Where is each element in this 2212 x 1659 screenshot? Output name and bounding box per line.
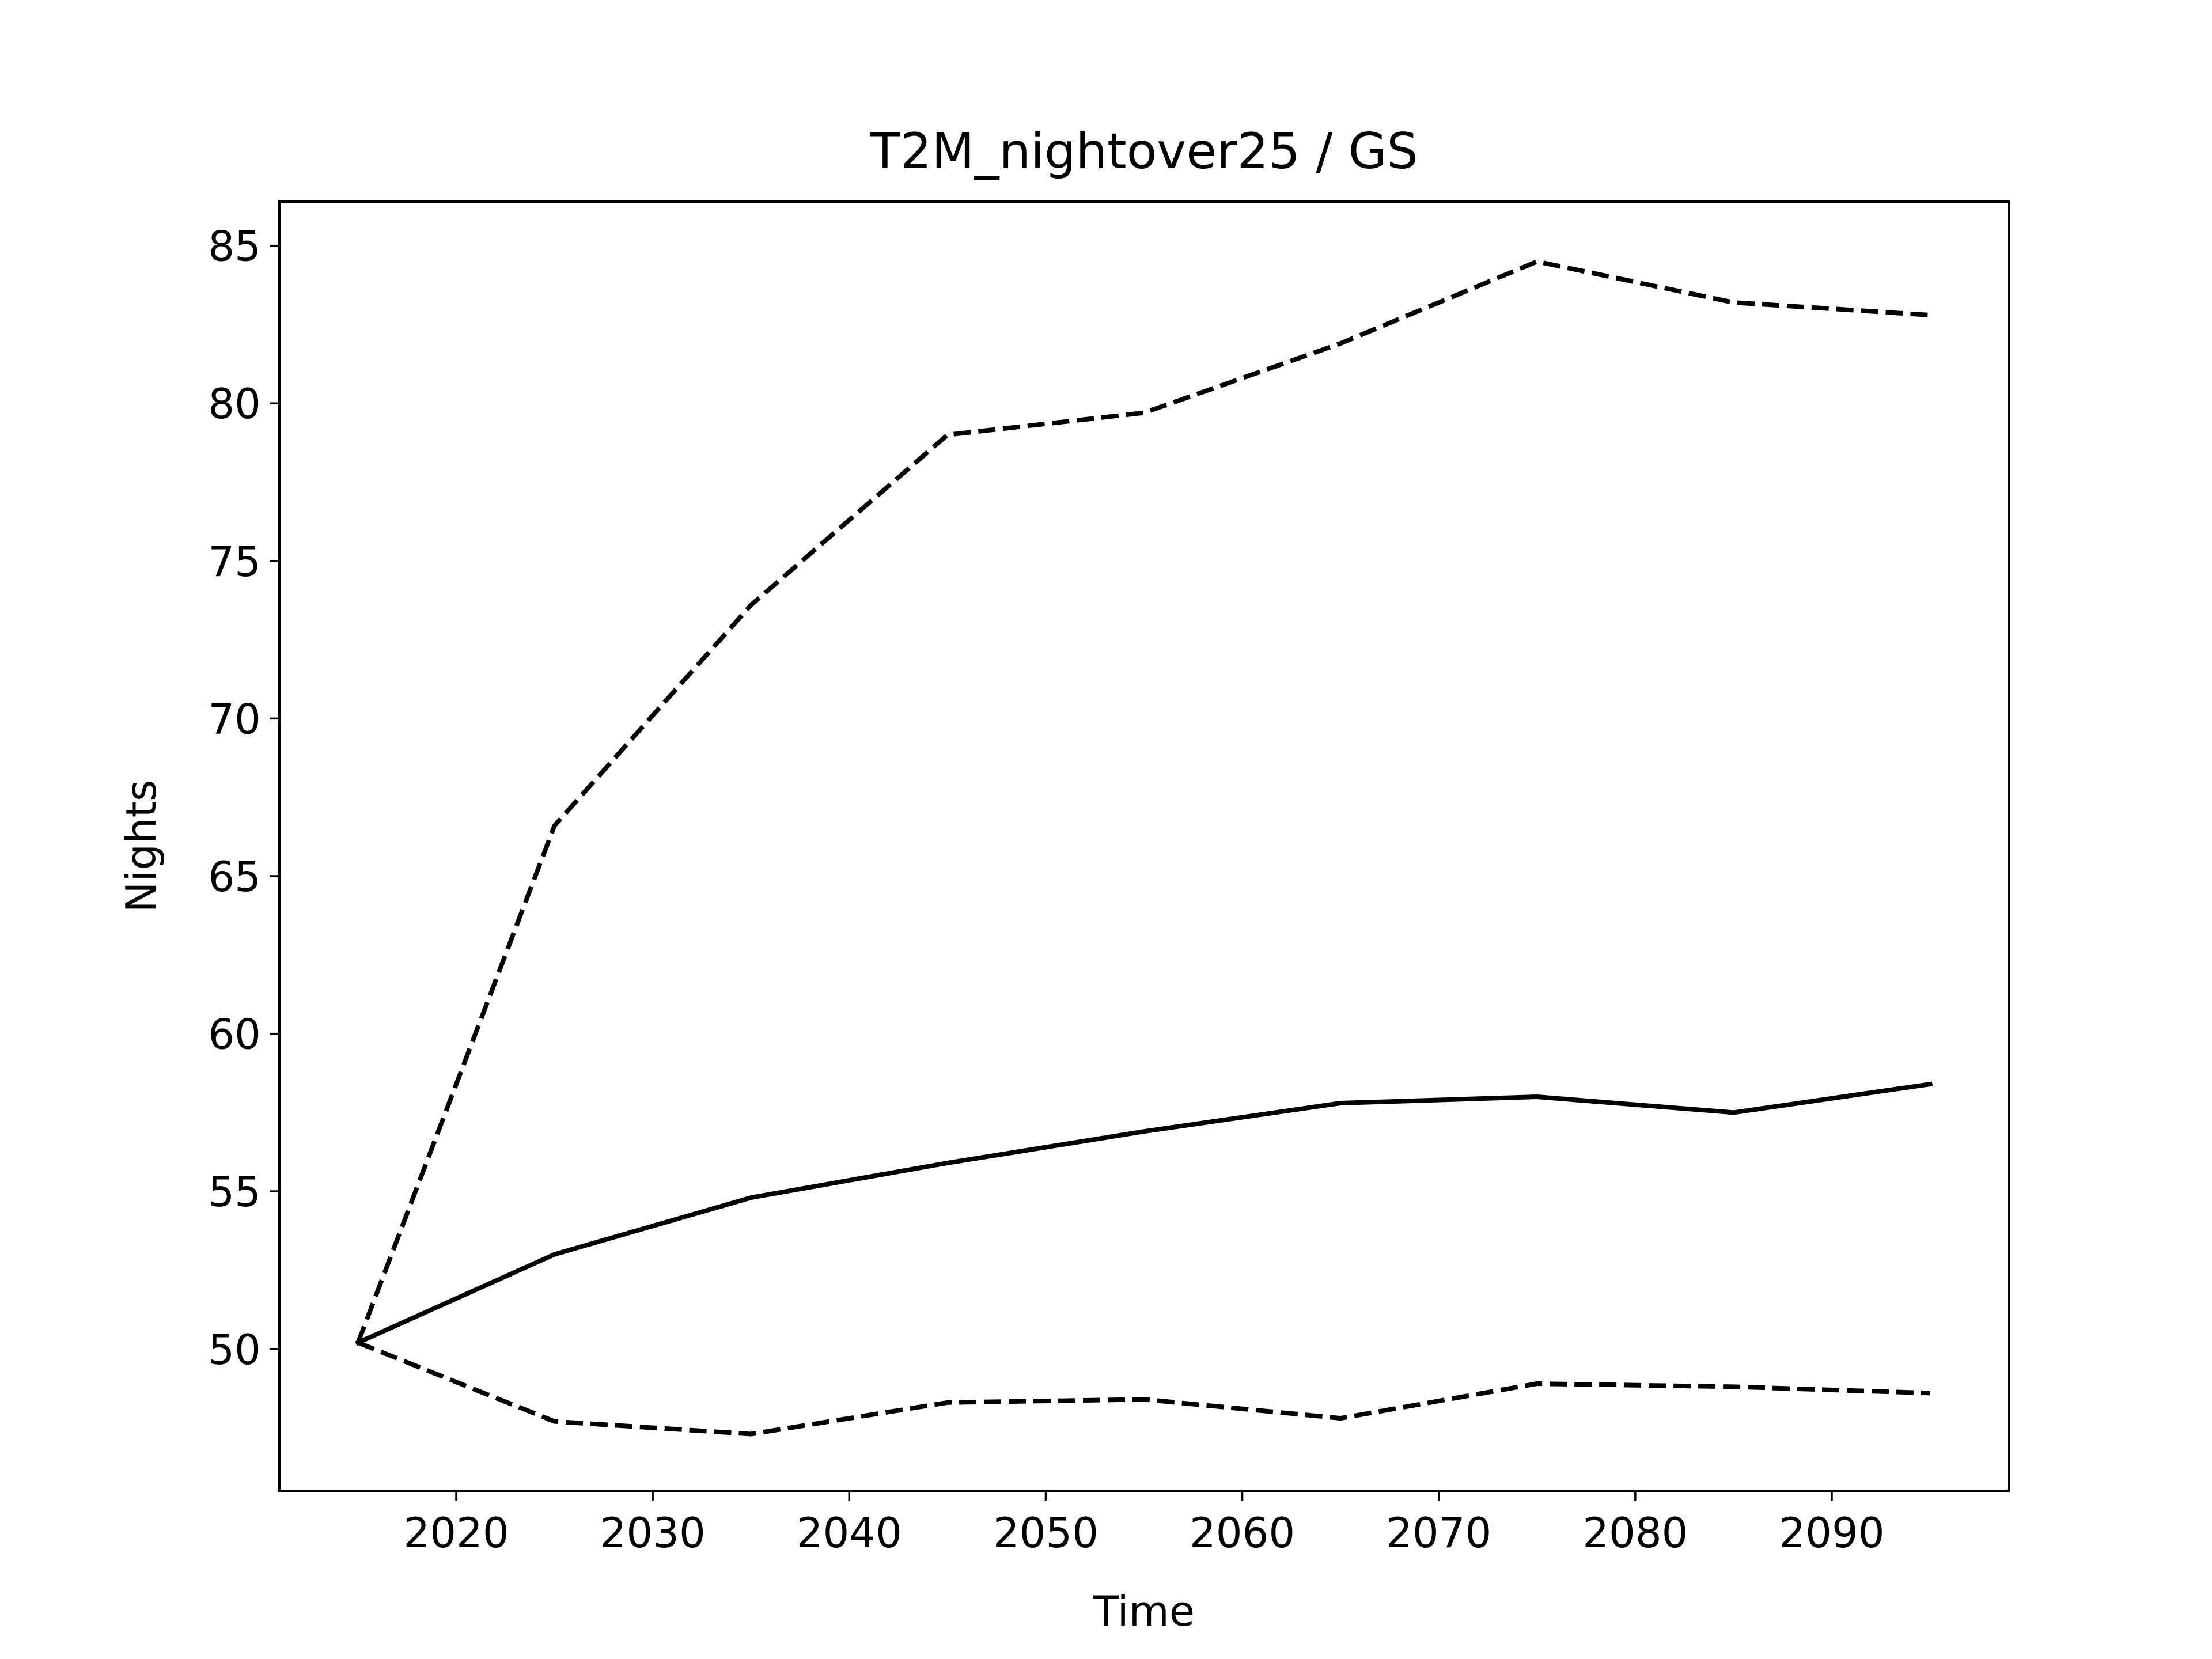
- series-line-3: [357, 1340, 1930, 1437]
- y-tick-label: 80: [208, 380, 261, 428]
- y-axis-ticks: 50 55 60 65 70 75 80 85: [208, 222, 279, 1374]
- plot-frame: [278, 200, 2010, 1492]
- series-layer: [355, 259, 1933, 1437]
- y-axis-label: Nights: [117, 780, 165, 913]
- y-tick-label: 60: [208, 1010, 261, 1059]
- x-tick-label: 2040: [797, 1509, 902, 1557]
- y-tick-label: 75: [208, 537, 261, 586]
- series-line-2: [355, 259, 1930, 1344]
- x-tick-label: 2030: [600, 1509, 706, 1557]
- y-tick-label: 70: [208, 695, 261, 743]
- y-tick-label: 50: [208, 1325, 261, 1374]
- x-tick-label: 2050: [993, 1509, 1099, 1557]
- x-tick-label: 2090: [1779, 1509, 1884, 1557]
- x-tick-label: 2080: [1582, 1509, 1688, 1557]
- x-tick-label: 2060: [1190, 1509, 1295, 1557]
- y-tick-label: 85: [208, 222, 261, 271]
- y-tick-label: 65: [208, 853, 261, 901]
- y-tick-label: 55: [208, 1168, 261, 1216]
- x-tick-label: 2020: [403, 1509, 509, 1557]
- x-axis-ticks: 2020 2030 2040 2050 2060 2070 2080 2090: [403, 1491, 1885, 1557]
- series-line-1: [355, 1081, 1933, 1346]
- x-tick-label: 2070: [1386, 1509, 1491, 1557]
- x-axis-label: Time: [1093, 1587, 1195, 1635]
- chart-title: T2M_nightover25 / GS: [869, 123, 1418, 180]
